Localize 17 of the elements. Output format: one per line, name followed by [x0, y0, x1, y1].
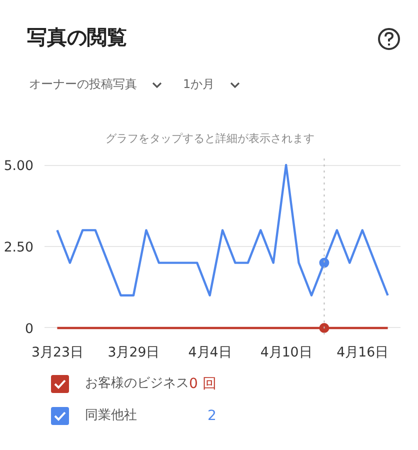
y-tick-label: 0 [25, 322, 34, 337]
y-tick-label: 5.00 [4, 159, 34, 174]
x-tick-label: 3月23日 [31, 346, 83, 360]
legend-label: お客様のビジネス [85, 374, 189, 393]
x-tick-label: 4月4日 [188, 346, 232, 360]
x-tick-label: 4月10日 [260, 346, 312, 360]
legend-label: 同業他社 [85, 406, 138, 425]
text: グラフをタップすると詳細が表示されます [104, 131, 316, 147]
text: 1か月 [183, 77, 215, 91]
x-tick-label: 4月16日 [336, 346, 388, 360]
text: 2 [207, 407, 216, 426]
text: オーナーの投稿写真 [29, 77, 137, 91]
x-tick-label: 3月29日 [108, 346, 160, 360]
chart-title: 写真の閲覧 [26, 24, 127, 51]
line-series [56, 164, 389, 296]
text: 0 回 [189, 375, 216, 394]
y-tick-label: 2.50 [4, 240, 34, 256]
